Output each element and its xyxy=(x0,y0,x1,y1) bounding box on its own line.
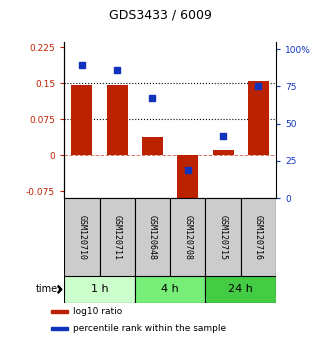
Text: log10 ratio: log10 ratio xyxy=(73,307,122,316)
Bar xyxy=(170,198,205,276)
Bar xyxy=(64,198,100,276)
Bar xyxy=(64,276,135,303)
Bar xyxy=(51,310,68,313)
Text: GDS3433 / 6009: GDS3433 / 6009 xyxy=(109,8,212,21)
Text: GSM120710: GSM120710 xyxy=(77,215,86,260)
Text: GSM120716: GSM120716 xyxy=(254,215,263,260)
Text: GSM120715: GSM120715 xyxy=(219,215,228,260)
Bar xyxy=(135,198,170,276)
Point xyxy=(185,167,190,173)
Point xyxy=(115,67,120,73)
Bar xyxy=(100,198,135,276)
Bar xyxy=(142,137,163,155)
Point xyxy=(150,96,155,101)
Point xyxy=(221,133,226,138)
Bar xyxy=(71,85,92,155)
Bar xyxy=(177,155,198,201)
Bar xyxy=(107,85,128,155)
Bar xyxy=(248,81,269,155)
Text: time: time xyxy=(36,284,58,295)
Bar xyxy=(241,198,276,276)
Text: percentile rank within the sample: percentile rank within the sample xyxy=(73,324,226,333)
Bar xyxy=(205,198,241,276)
Bar xyxy=(135,276,205,303)
Bar xyxy=(205,276,276,303)
Text: 24 h: 24 h xyxy=(228,284,253,295)
Text: 1 h: 1 h xyxy=(91,284,108,295)
Point xyxy=(256,84,261,89)
Text: GSM120708: GSM120708 xyxy=(183,215,192,260)
Text: GSM120711: GSM120711 xyxy=(113,215,122,260)
Text: GSM120648: GSM120648 xyxy=(148,215,157,260)
Text: 4 h: 4 h xyxy=(161,284,179,295)
Bar xyxy=(213,150,234,155)
Bar xyxy=(51,327,68,330)
Point xyxy=(79,63,84,68)
